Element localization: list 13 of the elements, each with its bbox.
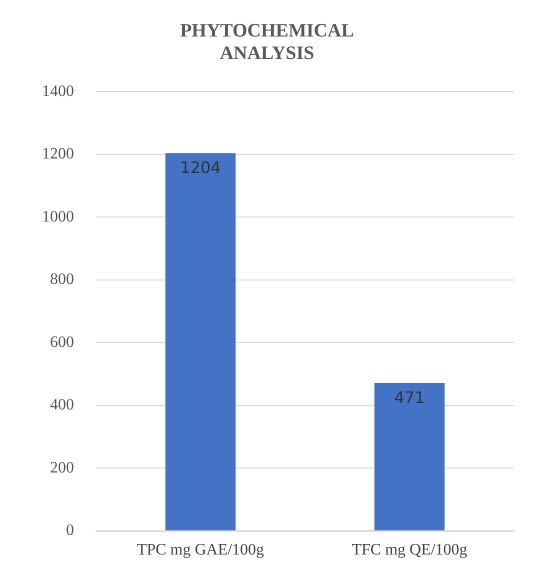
- y-tick-label: 1000: [42, 208, 74, 226]
- x-tick-label: TPC mg GAE/100g: [136, 542, 264, 559]
- y-tick-label: 800: [50, 271, 74, 288]
- y-tick-label: 0: [66, 522, 74, 540]
- y-tick-label: 200: [50, 459, 74, 476]
- y-tick-label: 600: [50, 334, 74, 351]
- data-label: 1204: [180, 158, 221, 178]
- y-tick-label: 1200: [42, 146, 74, 163]
- y-tick-label: 400: [50, 396, 74, 414]
- x-tick-label: TFC mg QE/100g: [352, 542, 468, 559]
- y-tick-label: 1400: [42, 82, 74, 100]
- chart-title: PHYTOCHEMICAL ANALYSIS: [180, 20, 354, 64]
- data-label: 471: [394, 388, 425, 408]
